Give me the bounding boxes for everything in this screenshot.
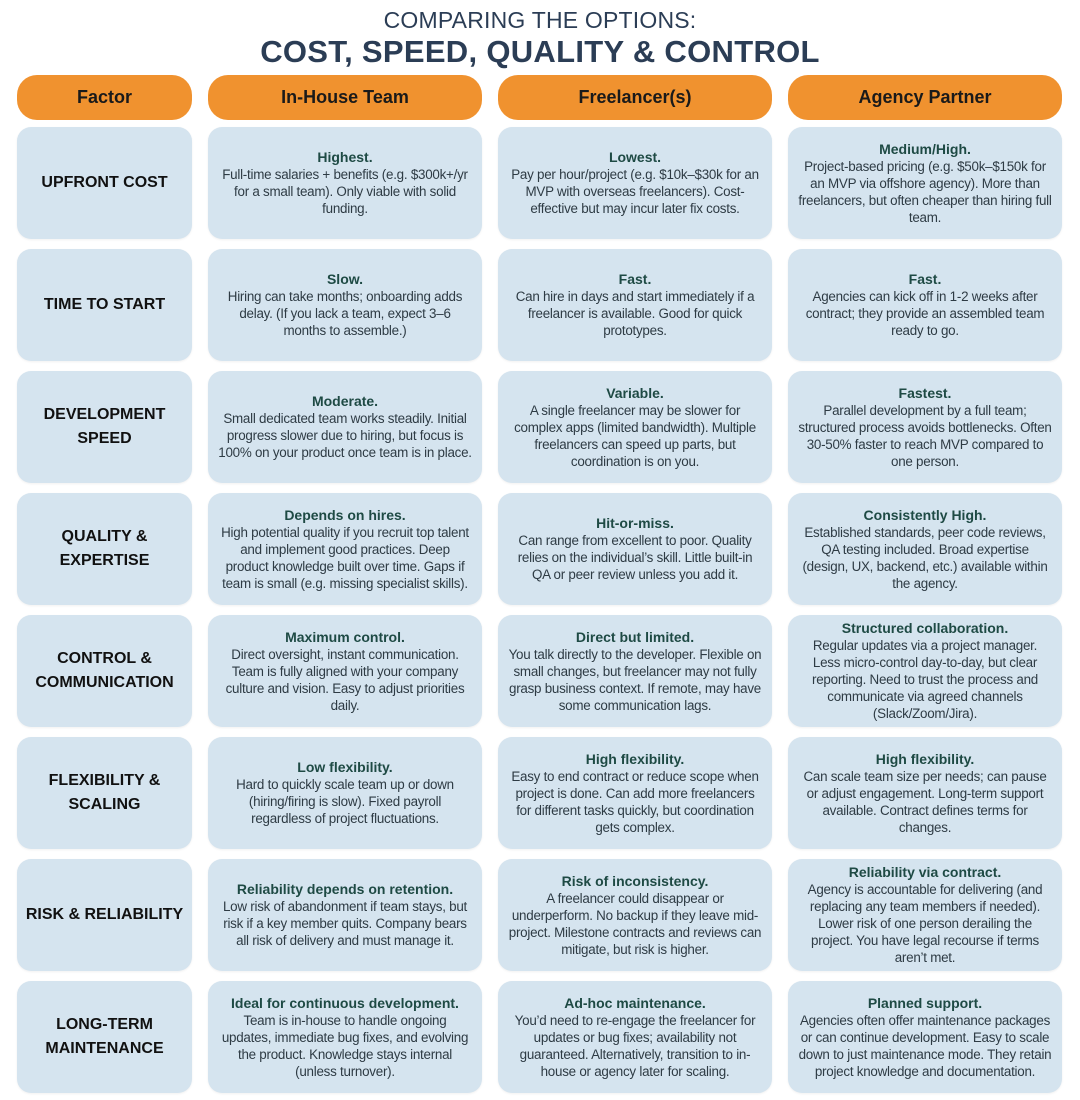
title-line-1: COMPARING THE OPTIONS: [383,7,697,33]
cell-agency: Fast. Agencies can kick off in 1-2 weeks … [788,249,1062,361]
cell-heading: Structured collaboration. [841,620,1009,636]
cell-agency: High flexibility. Can scale team size per… [788,737,1062,849]
cell-agency: Medium/High. Project-based pricing (e.g. … [788,127,1062,239]
cell-heading: Variable. [606,384,664,401]
cell-body: Direct oversight, instant communication.… [225,646,465,713]
cell-body: Agencies often offer maintenance package… [798,1012,1052,1079]
cell-body: A freelancer could disappear or underper… [508,890,762,957]
cell-agency: Planned support. Agencies often offer mai… [788,981,1062,1093]
header-in-house-team: In-House Team [208,75,482,120]
cell-heading: Ideal for continuous development. [231,994,459,1011]
cell-body: Regular updates via a project manager. L… [812,638,1038,721]
factor-cell: FLEXIBILITY & SCALING [17,737,192,849]
cell-heading: High flexibility. [585,750,685,767]
cell-freelancer: Ad-hoc maintenance. You’d need to re-enga… [498,981,772,1093]
factor-cell: CONTROL & COMMUNICATION [17,615,192,727]
comparison-table: Factor In-House Team Freelancer(s) Agenc… [17,75,1062,1093]
factor-cell: TIME TO START [17,249,192,361]
cell-body: Agencies can kick off in 1-2 weeks after… [805,289,1045,338]
cell-body: Can range from excellent to poor. Qualit… [517,533,753,582]
cell-freelancer: Fast. Can hire in days and start immediat… [498,249,772,361]
cell-heading: Moderate. [311,393,379,409]
cell-in-house: Moderate. Small dedicated team works stea… [208,371,482,483]
cell-body: Parallel development by a full team; str… [798,402,1052,469]
factor-cell: DEVELOPMENT SPEED [17,371,192,483]
cell-agency: Fastest. Parallel development by a full t… [788,371,1062,483]
cell-freelancer: High flexibility. Easy to end contract or… [498,737,772,849]
cell-in-house: Maximum control. Direct oversight, instan… [208,615,482,727]
cell-heading: Consistently High. [863,506,987,523]
cell-body: You’d need to re-engage the freelancer f… [514,1012,756,1079]
cell-in-house: Ideal for continuous development. Team is… [208,981,482,1093]
cell-heading: Risk of inconsistency. [561,872,709,889]
cell-agency: Structured collaboration. Regular updates… [788,615,1062,727]
cell-body: Low risk of abandonment if team stays, b… [222,899,468,948]
cell-body: Easy to end contract or reduce scope whe… [511,768,759,835]
cell-body: Team is in-house to handle ongoing updat… [221,1012,469,1079]
cell-heading: High flexibility. [875,750,975,767]
cell-freelancer: Hit-or-miss. Can range from excellent to … [498,493,772,605]
cell-heading: Ad-hoc maintenance. [564,994,706,1011]
cell-heading: Fast. [618,271,652,287]
cell-freelancer: Lowest. Pay per hour/project (e.g. $10k–$… [498,127,772,239]
cell-in-house: Low flexibility. Hard to quickly scale te… [208,737,482,849]
cell-in-house: Depends on hires. High potential quality … [208,493,482,605]
factor-cell: UPFRONT COST [17,127,192,239]
cell-heading: Hit-or-miss. [596,515,674,531]
cell-heading: Slow. [326,271,364,287]
cell-freelancer: Direct but limited. You talk directly to … [498,615,772,727]
title-line-2: COST, SPEED, QUALITY & CONTROL [260,34,820,69]
cell-freelancer: Variable. A single freelancer may be slow… [498,371,772,483]
cell-body: Hiring can take months; onboarding adds … [227,289,463,338]
factor-cell: LONG-TERM MAINTENANCE [17,981,192,1093]
cell-heading: Highest. [317,149,373,165]
page-title: COMPARING THE OPTIONS: COST, SPEED, QUAL… [0,6,1080,70]
cell-freelancer: Risk of inconsistency. A freelancer could… [498,859,772,971]
cell-agency: Consistently High. Established standards,… [788,493,1062,605]
factor-cell: QUALITY & EXPERTISE [17,493,192,605]
cell-body: Full-time salaries + benefits (e.g. $300… [222,167,468,216]
cell-heading: Lowest. [608,149,662,165]
cell-body: You talk directly to the developer. Flex… [508,646,762,713]
cell-body: Established standards, peer code reviews… [802,524,1048,591]
cell-heading: Reliability via contract. [848,864,1002,880]
cell-body: Hard to quickly scale team up or down (h… [236,777,454,826]
cell-body: High potential quality if you recruit to… [221,524,469,591]
cell-body: Agency is accountable for delivering (an… [807,882,1043,965]
header-freelancers: Freelancer(s) [498,75,772,120]
cell-heading: Planned support. [867,994,983,1011]
cell-heading: Reliability depends on retention. [236,881,454,897]
cell-body: Small dedicated team works steadily. Ini… [218,411,472,460]
cell-heading: Low flexibility. [297,759,393,775]
cell-in-house: Reliability depends on retention. Low ris… [208,859,482,971]
cell-in-house: Slow. Hiring can take months; onboarding … [208,249,482,361]
cell-body: Project-based pricing (e.g. $50k–$150k f… [798,158,1052,225]
cell-heading: Medium/High. [879,140,971,157]
cell-body: Pay per hour/project (e.g. $10k–$30k for… [511,167,759,216]
cell-heading: Maximum control. [285,628,405,645]
cell-in-house: Highest. Full-time salaries + benefits (e… [208,127,482,239]
cell-heading: Fast. [908,271,942,287]
header-factor: Factor [17,75,192,120]
cell-heading: Direct but limited. [575,628,695,645]
cell-body: Can scale team size per needs; can pause… [803,768,1047,835]
cell-body: A single freelancer may be slower for co… [514,402,756,469]
cell-heading: Depends on hires. [284,506,406,523]
cell-agency: Reliability via contract. Agency is accou… [788,859,1062,971]
cell-body: Can hire in days and start immediately i… [515,289,755,338]
cell-heading: Fastest. [898,384,952,401]
factor-cell: RISK & RELIABILITY [17,859,192,971]
header-agency-partner: Agency Partner [788,75,1062,120]
